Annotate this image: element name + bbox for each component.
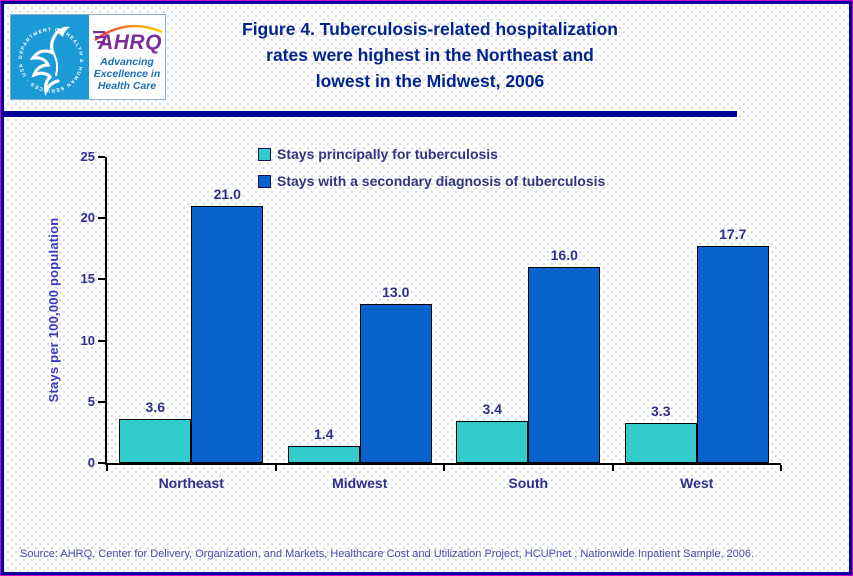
bar-value-label: 1.4	[314, 425, 334, 442]
legend-swatch-icon	[258, 147, 271, 161]
x-tick-mark	[106, 465, 108, 471]
x-axis-label-west: West	[680, 475, 714, 491]
figure-title-line: Figure 4. Tuberculosis-related hospitali…	[242, 19, 618, 39]
bar-south-series-1	[456, 421, 529, 463]
bar-midwest-series-1	[287, 445, 360, 463]
y-tick-mark	[98, 278, 105, 281]
hhs-eagle-icon	[29, 26, 70, 96]
bar-value-label: 13.0	[382, 283, 410, 300]
bar-value-label: 17.7	[719, 226, 747, 243]
ahrq-acronym: AHRQ	[97, 31, 162, 54]
figure-title-line: rates were highest in the Northeast and	[266, 45, 594, 65]
ahrq-tagline-line: Excellence in	[94, 68, 161, 80]
x-tick-mark	[274, 465, 277, 471]
bar-midwest-series-2	[359, 303, 432, 463]
y-tick-label: 15	[80, 271, 95, 287]
source-note: Source: AHRQ, Center for Delivery, Organ…	[20, 548, 755, 560]
plot-area: 0 5 10 15 20 25 Northeast 3.6 21.0 Midwest 1.4 13.0…	[81, 149, 782, 491]
figure-title-line: lowest in the Midwest, 2006	[315, 71, 545, 91]
ahrq-hhs-logo: DEPARTMENT OF HEALTH & HUMAN SERVICES · …	[10, 14, 166, 100]
legend-swatch-icon	[258, 174, 271, 188]
y-tick-label: 0	[87, 455, 95, 470]
bar-value-label: 3.6	[145, 398, 165, 415]
ahrq-tagline-line: Health Care	[98, 80, 157, 92]
bar-value-label: 16.0	[550, 247, 578, 264]
figure-title: Figure 4. Tuberculosis-related hospitali…	[110, 16, 750, 94]
y-tick-mark	[98, 156, 105, 158]
legend-item: Stays with a secondary diagnosis of tube…	[258, 173, 605, 189]
bar-value-label: 21.0	[213, 185, 241, 202]
y-tick-label: 10	[80, 332, 95, 348]
y-axis-title: Stays per 100,000 population	[46, 217, 61, 403]
x-tick-mark	[443, 465, 445, 471]
bar-value-label: 3.3	[651, 402, 671, 419]
chart-legend: Stays principally for tuberculosis Stays …	[258, 146, 605, 200]
bar-value-label: 3.4	[482, 401, 502, 418]
header-divider-line	[4, 111, 737, 117]
x-tick-mark	[780, 465, 782, 471]
legend-label: Stays principally for tuberculosis	[277, 146, 498, 162]
ahrq-speed-lines-icon	[93, 31, 105, 44]
y-tick-mark	[98, 400, 105, 403]
y-tick-mark	[98, 462, 105, 464]
ahrq-logo-graphic: DEPARTMENT OF HEALTH & HUMAN SERVICES · …	[11, 15, 165, 99]
y-tick-label: 20	[80, 210, 95, 226]
y-tick-label: 25	[80, 149, 95, 164]
bar-west-series-1	[624, 422, 697, 463]
bar-west-series-2	[696, 246, 769, 463]
bar-northeast-series-2	[191, 205, 264, 463]
y-tick-label: 5	[87, 393, 95, 409]
x-axis-label-northeast: Northeast	[158, 475, 224, 491]
x-tick-mark	[611, 465, 614, 471]
legend-item: Stays principally for tuberculosis	[258, 146, 605, 162]
bar-south-series-2	[528, 267, 601, 463]
y-tick-mark	[98, 339, 105, 342]
bar-northeast-series-1	[119, 418, 192, 463]
y-tick-mark	[98, 217, 105, 220]
x-axis-label-south: South	[508, 475, 549, 491]
ahrq-tagline-line: Advancing	[99, 56, 154, 68]
ahrq-tagline: Advancing Excellence in Health Care	[94, 56, 161, 92]
x-axis-label-midwest: Midwest	[332, 475, 388, 491]
legend-label: Stays with a secondary diagnosis of tube…	[277, 173, 606, 189]
